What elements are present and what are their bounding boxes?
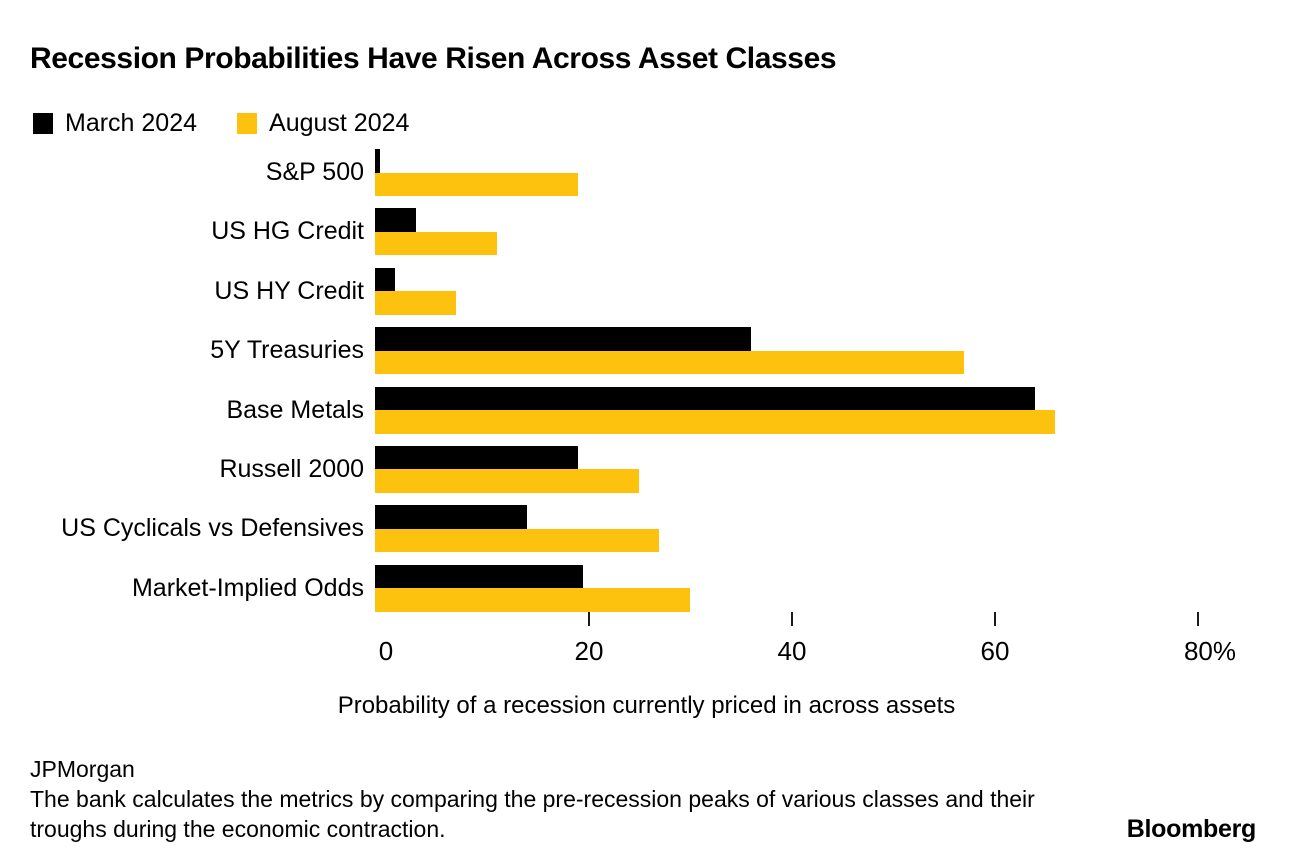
chart-row: US HY Credit [0, 267, 1293, 327]
category-label: 5Y Treasuries [210, 336, 364, 365]
chart-row: 5Y Treasuries [0, 327, 1293, 386]
chart-title: Recession Probabilities Have Risen Acros… [30, 42, 837, 75]
bar-group [375, 149, 1293, 208]
axis-tick-label: 0 [378, 636, 394, 666]
bar-group [375, 386, 1293, 446]
legend-item-march: March 2024 [33, 110, 197, 136]
bar-group [375, 208, 1293, 267]
bar-group [375, 564, 1293, 624]
bar-august [375, 528, 660, 553]
footnote: The bank calculates the metrics by compa… [30, 786, 1035, 842]
axis-tick [588, 612, 590, 626]
bar-chart: S&P 500 US HG Credit US HY Credit 5Y Treasu… [0, 149, 1293, 626]
bar-march [375, 267, 396, 292]
legend-label-august: August 2024 [269, 109, 410, 137]
category-label: Base Metals [226, 395, 364, 424]
bar-group [375, 445, 1293, 505]
x-axis-title: Probability of a recession currently pri… [337, 692, 956, 719]
chart-row: Base Metals [0, 386, 1293, 446]
chart-row: US Cyclicals vs Defensives [0, 505, 1293, 564]
legend-label-march: March 2024 [65, 109, 198, 137]
axis-tick [994, 612, 996, 626]
bar-august [375, 291, 457, 315]
bar-august [375, 410, 1056, 434]
category-label: US Cyclicals vs Defensives [61, 514, 364, 543]
bar-rows: S&P 500 US HG Credit US HY Credit 5Y Treasu… [0, 149, 1293, 624]
legend-item-august: August 2024 [237, 110, 409, 136]
bar-march [375, 149, 381, 173]
axis-tick-label: 40 [777, 636, 807, 666]
bar-march [375, 505, 528, 529]
source-label: JPMorgan [30, 756, 135, 782]
bar-group [375, 327, 1293, 386]
bar-march [375, 327, 751, 351]
axis-tick [791, 612, 793, 626]
chart-row: S&P 500 [0, 149, 1293, 208]
bar-august [375, 231, 497, 256]
x-axis-ticks [386, 149, 1293, 626]
footer: JPMorgan The bank calculates the metrics… [0, 720, 1293, 844]
bar-march [375, 208, 416, 232]
category-label: Russell 2000 [219, 454, 364, 483]
legend-swatch-august [237, 112, 258, 134]
axis-tick-label: 80% [1183, 636, 1237, 666]
bar-august [375, 469, 639, 493]
axis-tick-label: 60 [980, 636, 1010, 666]
bar-group [375, 505, 1293, 564]
bar-march [375, 386, 1035, 411]
category-label: US HY Credit [214, 276, 364, 305]
chart-row: Russell 2000 [0, 445, 1293, 505]
axis-tick [1197, 612, 1199, 626]
chart-row: Market-Implied Odds [0, 564, 1293, 624]
bar-august [375, 350, 964, 375]
bar-group [375, 267, 1293, 327]
bar-march [375, 564, 584, 589]
bar-august [375, 588, 690, 612]
bar-march [375, 445, 578, 470]
category-label: US HG Credit [211, 217, 364, 246]
legend: March 2024 August 2024 [0, 78, 1293, 136]
bloomberg-logo: Bloomberg [1126, 815, 1257, 843]
x-axis-tick-labels: 0 20 40 60 80% [0, 626, 1293, 670]
axis-tick-label: 20 [574, 636, 604, 666]
category-label: S&P 500 [265, 158, 364, 186]
legend-swatch-march [33, 112, 53, 134]
bar-august [375, 172, 578, 196]
category-label: Market-Implied Odds [131, 573, 364, 602]
source-note-block: JPMorgan The bank calculates the metrics… [30, 754, 1035, 844]
chart-row: US HG Credit [0, 208, 1293, 267]
